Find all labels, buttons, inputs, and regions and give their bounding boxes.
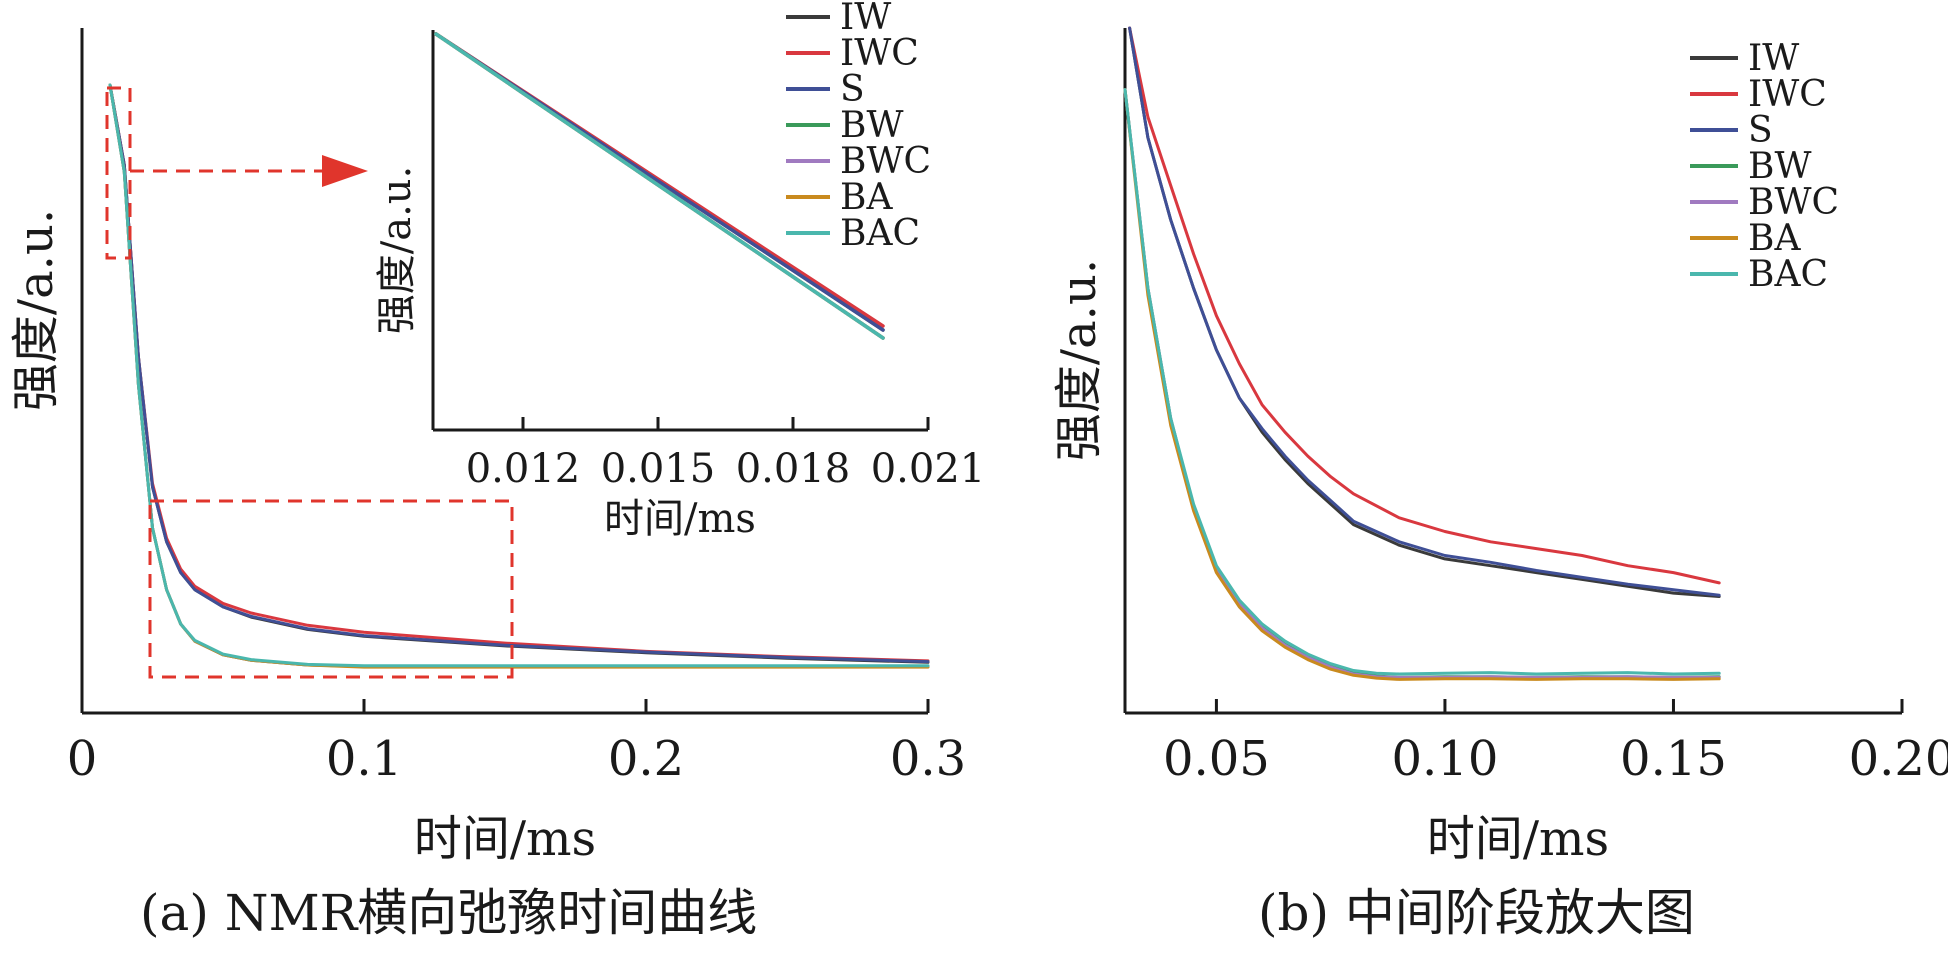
panel-b: 0.05 0.10 0.15 0.20时间/ms强度/a.u.IWIWCSBWBWCB… (1051, 26, 1948, 867)
series-line-b-IW (1128, 26, 1721, 598)
legend-label-b-IWC: IWC (1748, 74, 1827, 115)
legend-label-a-BA: BA (840, 177, 893, 218)
x-tick-label-a-2: 0.2 (608, 731, 684, 787)
caption-b: (b) 中间阶段放大图 (1258, 884, 1695, 942)
y-axis-title-b: 强度/a.u. (1051, 259, 1107, 461)
legend-label-a-BW: BW (840, 105, 903, 146)
legend-label-a-S: S (840, 69, 865, 110)
x-axis-title-a: 时间/ms (414, 811, 596, 867)
legend-label-a-IWC: IWC (840, 33, 919, 74)
legend-label-b-BA: BA (1748, 218, 1801, 259)
zoom-arrow-head (322, 155, 368, 187)
x-tick-label-a-inset-1: 0.015 (601, 446, 716, 492)
y-axis-title-a: 强度/a.u. (8, 209, 64, 411)
series-line-b-IWC (1128, 26, 1721, 585)
x-tick-label-b-1: 0.10 (1392, 731, 1499, 787)
legend-label-b-BWC: BWC (1748, 182, 1839, 223)
panel-a-inset: 0.012 0.015 0.018 0.021 时间/ms 强度/a.u. (374, 30, 985, 542)
x-tick-label-a-inset-3: 0.021 (871, 446, 986, 492)
legend-label-a-IW: IW (840, 0, 891, 38)
series-line-a-inset-BAC (434, 32, 885, 340)
series-line-a-S (108, 83, 930, 664)
y-axis-title-a-inset: 强度/a.u. (374, 166, 420, 335)
x-tick-label-a-0: 0 (67, 731, 98, 787)
x-tick-label-a-3: 0.3 (890, 731, 966, 787)
legend-label-a-BAC: BAC (840, 213, 920, 254)
legend-label-a-BWC: BWC (840, 141, 931, 182)
x-axis-title-a-inset: 时间/ms (604, 496, 756, 542)
series-line-b-BAC (1123, 88, 1721, 676)
zoom-box-early (105, 86, 132, 260)
series-line-b-BW (1123, 88, 1721, 679)
zoom-box-middle (148, 499, 514, 679)
x-tick-label-b-3: 0.20 (1849, 731, 1948, 787)
x-tick-label-a-inset-2: 0.018 (736, 446, 851, 492)
series-line-b-BWC (1123, 88, 1721, 679)
x-tick-label-a-inset-0: 0.012 (466, 446, 581, 492)
legend-label-b-IW: IW (1748, 38, 1799, 79)
x-tick-label-a-1: 0.1 (326, 731, 402, 787)
caption-a: (a) NMR横向弛豫时间曲线 (140, 884, 757, 942)
series-line-b-BA (1123, 88, 1721, 681)
legend-label-b-S: S (1748, 110, 1773, 151)
x-tick-label-b-0: 0.05 (1163, 731, 1270, 787)
series-line-a-BAC (108, 83, 930, 668)
x-axis-title-b: 时间/ms (1427, 811, 1609, 867)
legend-label-b-BW: BW (1748, 146, 1811, 187)
x-tick-label-b-2: 0.15 (1620, 731, 1727, 787)
legend-label-b-BAC: BAC (1748, 254, 1828, 295)
series-line-b-S (1128, 26, 1721, 597)
